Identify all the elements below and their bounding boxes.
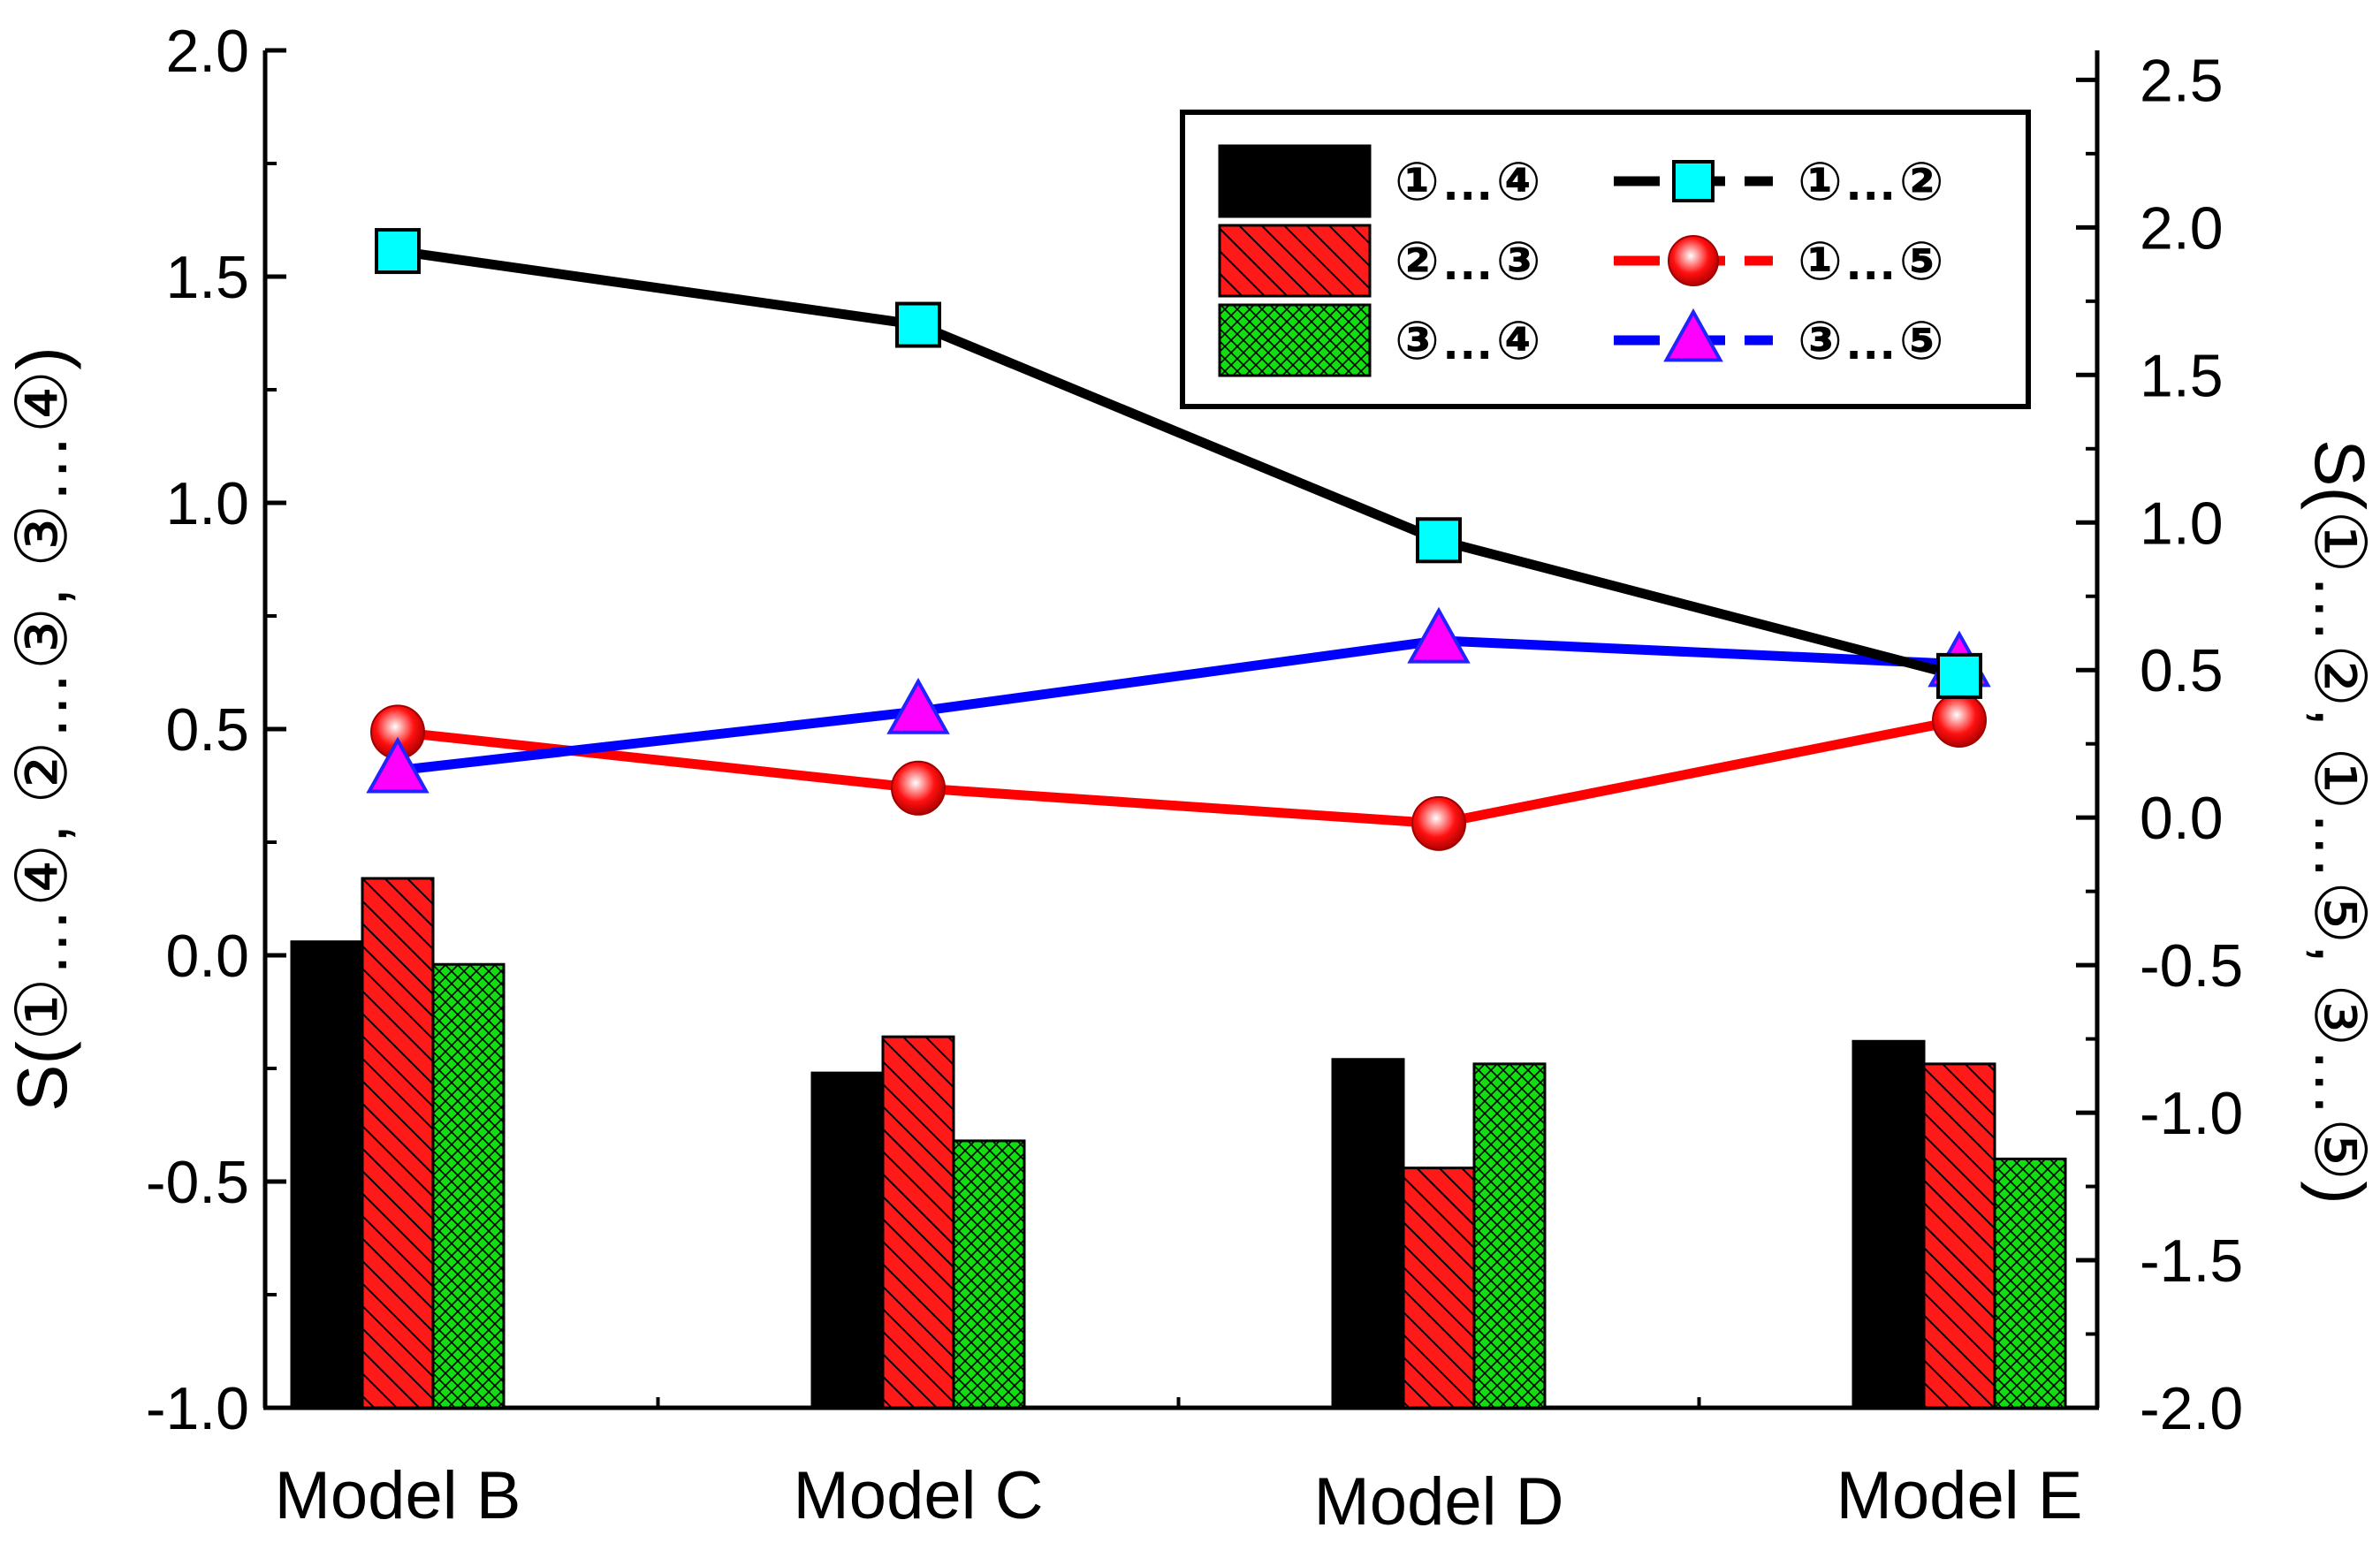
right-tick-label: 1.5 (2140, 342, 2224, 409)
right-tick-label: -1.0 (2140, 1080, 2243, 1147)
legend-bar-swatch (1218, 144, 1372, 218)
line-1-marker (895, 301, 941, 348)
bar-series-group (290, 877, 2067, 1410)
category-label: Model C (794, 1458, 1044, 1533)
line-1-marker (1416, 517, 1462, 564)
left-tick-label: -0.5 (146, 1149, 249, 1216)
legend-bar-label: ③…④ (1395, 311, 1543, 370)
line-series-group (366, 228, 1991, 851)
left-tick-label: -1.0 (146, 1375, 249, 1442)
legend: ①…④ ②…③ ③…④ ①…② ①…⑤ ③…⑤ (1180, 110, 2031, 409)
right-tick-label: 2.5 (2140, 47, 2224, 114)
line-3 (397, 635, 1960, 776)
right-tick-label: -1.5 (2140, 1228, 2243, 1295)
line-2 (397, 715, 1961, 829)
category-label: Model E (1836, 1458, 2083, 1533)
legend-line-marker (1672, 160, 1715, 202)
right-tick-label: -0.5 (2140, 932, 2243, 1000)
line-1 (397, 246, 1961, 681)
legend-line-label: ①…② (1798, 152, 1946, 211)
legend-line-marker (1663, 308, 1723, 362)
legend-line-label: ③…⑤ (1798, 311, 1946, 370)
bar-2 (1922, 1062, 1996, 1410)
bar-3 (431, 962, 506, 1410)
bar-1 (1331, 1058, 1405, 1410)
bar-3 (1472, 1062, 1547, 1410)
line-2-marker (1411, 795, 1466, 851)
left-tick-label: 2.0 (165, 18, 249, 85)
legend-bar-label: ①…④ (1395, 152, 1543, 211)
legend-line-marker (1668, 235, 1719, 286)
line-3-marker (1407, 606, 1471, 664)
line-1-marker (1936, 652, 1982, 699)
left-axis-title: S(①…④, ②…③, ③…④) (3, 346, 81, 1112)
legend-bar-label: ②…③ (1395, 232, 1543, 291)
right-tick-label: 2.0 (2140, 194, 2224, 262)
left-tick-label: 0.0 (165, 923, 249, 990)
right-axis-ticks: -2.0 -1.5 -1.0 -0.5 0.0 0.5 1.0 1.5 2.0 2.5 (2076, 47, 2243, 1442)
line-2-marker (891, 760, 946, 816)
left-axis-ticks: -1.0 -0.5 0.0 0.5 1.0 1.5 2.0 (146, 18, 286, 1442)
line-3-marker (886, 677, 950, 734)
legend-line-label: ①…⑤ (1798, 232, 1946, 291)
left-tick-label: 1.5 (165, 244, 249, 311)
bar-3 (952, 1139, 1026, 1410)
left-tick-label: 0.5 (165, 696, 249, 764)
category-label: Model D (1314, 1464, 1564, 1539)
right-axis-title: S(①…②, ①…⑤, ③…⑤) (2300, 439, 2379, 1205)
right-tick-label: -2.0 (2140, 1375, 2243, 1442)
bar-1 (290, 940, 364, 1410)
right-tick-label: 1.0 (2140, 490, 2224, 557)
left-tick-label: 1.0 (165, 470, 249, 537)
line-3-marker (366, 736, 430, 794)
x-axis-ticks: Model B Model C Model D Model E (275, 1388, 2083, 1539)
bar-2 (361, 877, 435, 1410)
bar-1 (1852, 1039, 1926, 1410)
bar-2 (881, 1035, 955, 1410)
category-label: Model B (275, 1458, 521, 1533)
right-tick-label: 0.0 (2140, 785, 2224, 852)
right-tick-label: 0.5 (2140, 637, 2224, 704)
bar-2 (1402, 1167, 1476, 1410)
legend-bar-swatch (1218, 303, 1372, 377)
bar-1 (810, 1071, 885, 1410)
line-1-marker (375, 228, 421, 275)
line-2-marker (1932, 692, 1987, 748)
bar-3 (1993, 1157, 2067, 1410)
legend-bar-swatch (1218, 224, 1372, 298)
